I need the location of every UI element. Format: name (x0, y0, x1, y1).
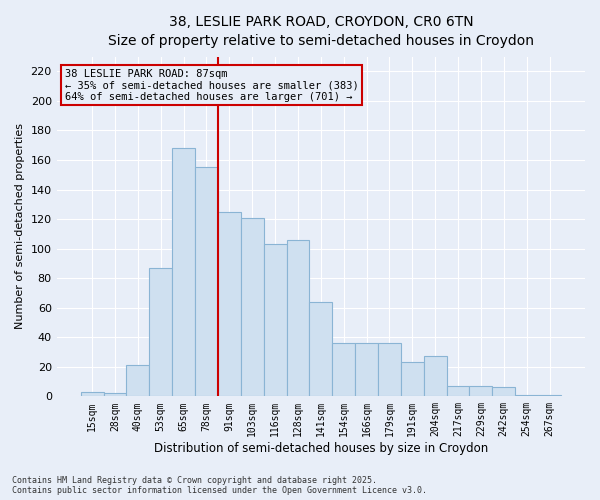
Bar (424, 356, 446, 397)
Bar (515, 395, 538, 396)
Y-axis label: Number of semi-detached properties: Number of semi-detached properties (15, 124, 25, 330)
Bar (310, 302, 332, 396)
Bar (469, 386, 493, 396)
Title: 38, LESLIE PARK ROAD, CROYDON, CR0 6TN
Size of property relative to semi-detache: 38, LESLIE PARK ROAD, CROYDON, CR0 6TN S… (108, 15, 534, 48)
Bar (172, 148, 195, 396)
Bar (195, 168, 218, 396)
Bar (104, 394, 127, 396)
Bar (401, 362, 424, 396)
Bar (127, 366, 149, 396)
Bar (218, 212, 241, 396)
Text: 38 LESLIE PARK ROAD: 87sqm
← 35% of semi-detached houses are smaller (383)
64% o: 38 LESLIE PARK ROAD: 87sqm ← 35% of semi… (65, 68, 358, 102)
Text: Contains HM Land Registry data © Crown copyright and database right 2025.
Contai: Contains HM Land Registry data © Crown c… (12, 476, 427, 495)
Bar (378, 343, 401, 396)
Bar (149, 268, 172, 396)
Bar (263, 244, 287, 396)
Bar (241, 218, 263, 396)
X-axis label: Distribution of semi-detached houses by size in Croydon: Distribution of semi-detached houses by … (154, 442, 488, 455)
Bar (355, 343, 378, 396)
Bar (80, 392, 104, 396)
Bar (332, 343, 355, 396)
Bar (287, 240, 310, 396)
Bar (493, 388, 515, 396)
Bar (538, 395, 561, 396)
Bar (446, 386, 469, 396)
